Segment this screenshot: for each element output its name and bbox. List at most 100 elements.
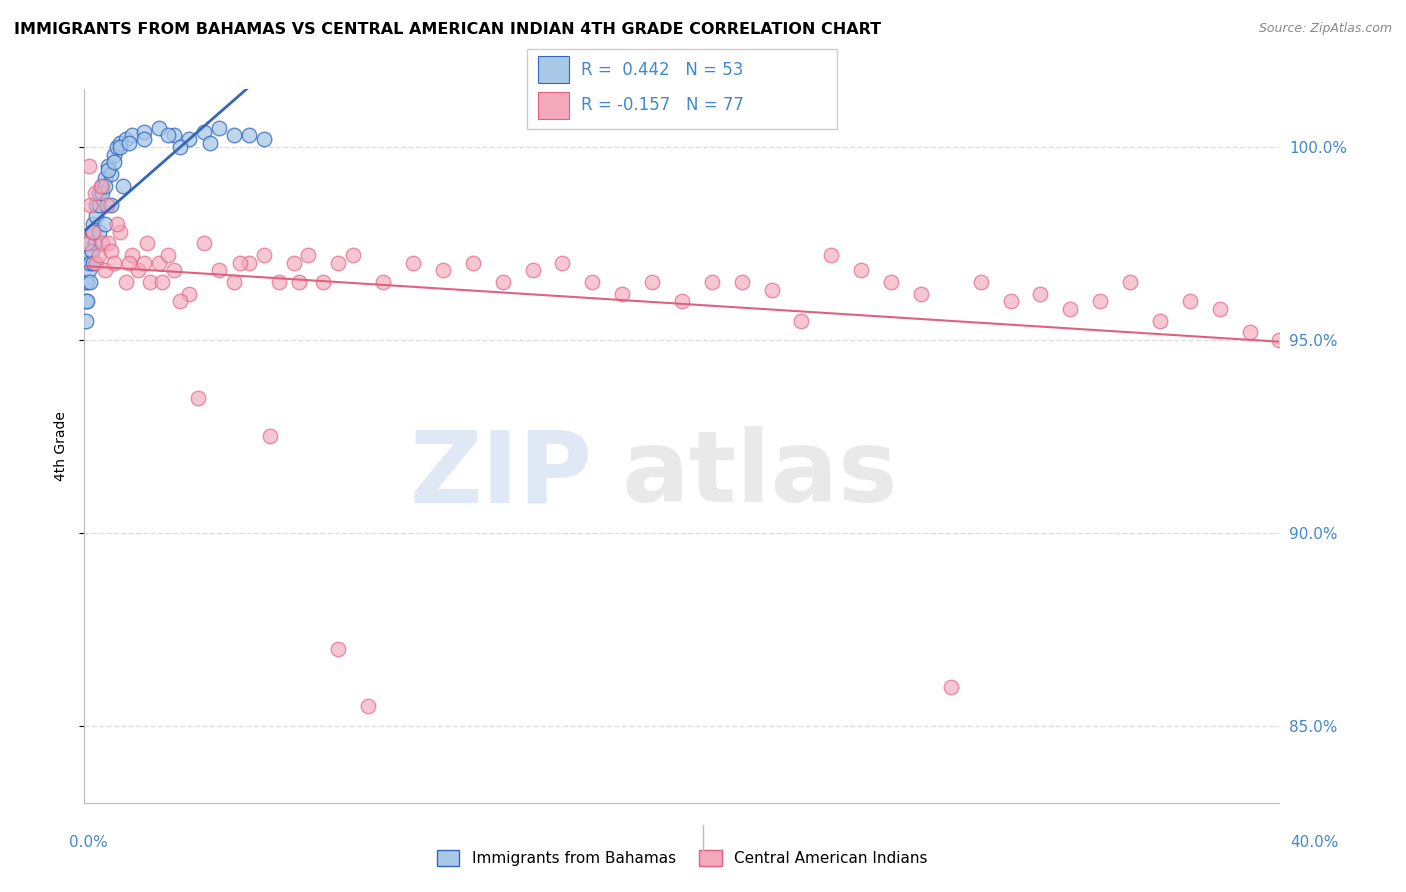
Point xyxy=(1178,294,1201,309)
Point xyxy=(328,641,350,656)
Point xyxy=(100,198,122,212)
Point xyxy=(1059,301,1081,316)
Point xyxy=(1149,313,1171,327)
Point xyxy=(86,210,108,224)
Point xyxy=(80,244,103,259)
Point xyxy=(939,680,962,694)
Point xyxy=(148,120,170,135)
Point xyxy=(731,275,754,289)
Point xyxy=(910,286,932,301)
Point xyxy=(283,256,305,270)
Point xyxy=(790,313,813,327)
Point xyxy=(96,198,118,212)
Point xyxy=(94,263,117,277)
Point xyxy=(82,225,104,239)
Point xyxy=(157,128,180,143)
Point xyxy=(103,256,125,270)
Point xyxy=(103,155,125,169)
Point xyxy=(193,125,215,139)
Point xyxy=(432,263,454,277)
Point xyxy=(100,244,122,259)
Point xyxy=(371,275,394,289)
Point xyxy=(115,275,138,289)
Point xyxy=(208,263,231,277)
Point xyxy=(1000,294,1022,309)
Point xyxy=(110,225,132,239)
Point xyxy=(551,256,574,270)
Point xyxy=(157,248,180,262)
Point xyxy=(100,167,122,181)
Point xyxy=(177,286,200,301)
Point xyxy=(89,248,111,262)
Point xyxy=(970,275,993,289)
Point xyxy=(492,275,515,289)
Point xyxy=(97,159,120,173)
Y-axis label: 4th Grade: 4th Grade xyxy=(53,411,67,481)
Point xyxy=(312,275,335,289)
Point xyxy=(94,178,117,193)
Point xyxy=(297,248,319,262)
Point xyxy=(253,132,276,146)
Point xyxy=(169,140,191,154)
Point xyxy=(1119,275,1142,289)
Point xyxy=(1239,325,1261,339)
Point xyxy=(82,217,104,231)
Point xyxy=(76,294,98,309)
Point xyxy=(610,286,633,301)
Text: 40.0%: 40.0% xyxy=(1291,836,1339,850)
Point xyxy=(105,217,128,231)
Point xyxy=(198,136,221,151)
Point xyxy=(90,178,112,193)
Point xyxy=(222,128,245,143)
Point xyxy=(75,275,97,289)
Legend: Immigrants from Bahamas, Central American Indians: Immigrants from Bahamas, Central America… xyxy=(429,842,935,873)
Point xyxy=(238,128,260,143)
Point xyxy=(761,283,783,297)
Point xyxy=(77,159,100,173)
Point xyxy=(1208,301,1232,316)
Point xyxy=(259,429,281,443)
Point xyxy=(163,263,186,277)
Point xyxy=(76,236,98,251)
Text: R = -0.157   N = 77: R = -0.157 N = 77 xyxy=(581,96,744,114)
Point xyxy=(118,136,141,151)
Point xyxy=(357,699,380,714)
Point xyxy=(671,294,693,309)
Point xyxy=(79,256,101,270)
Point xyxy=(94,170,117,185)
Point xyxy=(288,275,311,289)
Point xyxy=(89,186,111,201)
Point xyxy=(94,217,117,231)
Point xyxy=(115,132,138,146)
Point xyxy=(150,275,173,289)
Point xyxy=(163,128,186,143)
Text: Source: ZipAtlas.com: Source: ZipAtlas.com xyxy=(1258,22,1392,36)
Point xyxy=(97,163,120,178)
Point xyxy=(121,128,143,143)
Point xyxy=(91,186,114,201)
Point xyxy=(402,256,425,270)
Point xyxy=(75,294,97,309)
Point xyxy=(103,148,125,162)
Point xyxy=(267,275,290,289)
Point xyxy=(700,275,723,289)
Point xyxy=(461,256,484,270)
Point xyxy=(177,132,200,146)
Text: IMMIGRANTS FROM BAHAMAS VS CENTRAL AMERICAN INDIAN 4TH GRADE CORRELATION CHART: IMMIGRANTS FROM BAHAMAS VS CENTRAL AMERI… xyxy=(14,22,882,37)
Point xyxy=(1268,333,1291,347)
Point xyxy=(136,236,159,251)
Point xyxy=(76,275,98,289)
Point xyxy=(522,263,544,277)
Point xyxy=(77,263,100,277)
Point xyxy=(238,256,260,270)
Point xyxy=(118,256,141,270)
Text: R =  0.442   N = 53: R = 0.442 N = 53 xyxy=(581,61,742,78)
Point xyxy=(193,236,215,251)
Point xyxy=(110,136,132,151)
Point xyxy=(105,140,128,154)
Point xyxy=(82,256,104,270)
Point xyxy=(139,275,162,289)
Point xyxy=(641,275,664,289)
Point xyxy=(89,225,111,239)
Point xyxy=(187,391,209,405)
